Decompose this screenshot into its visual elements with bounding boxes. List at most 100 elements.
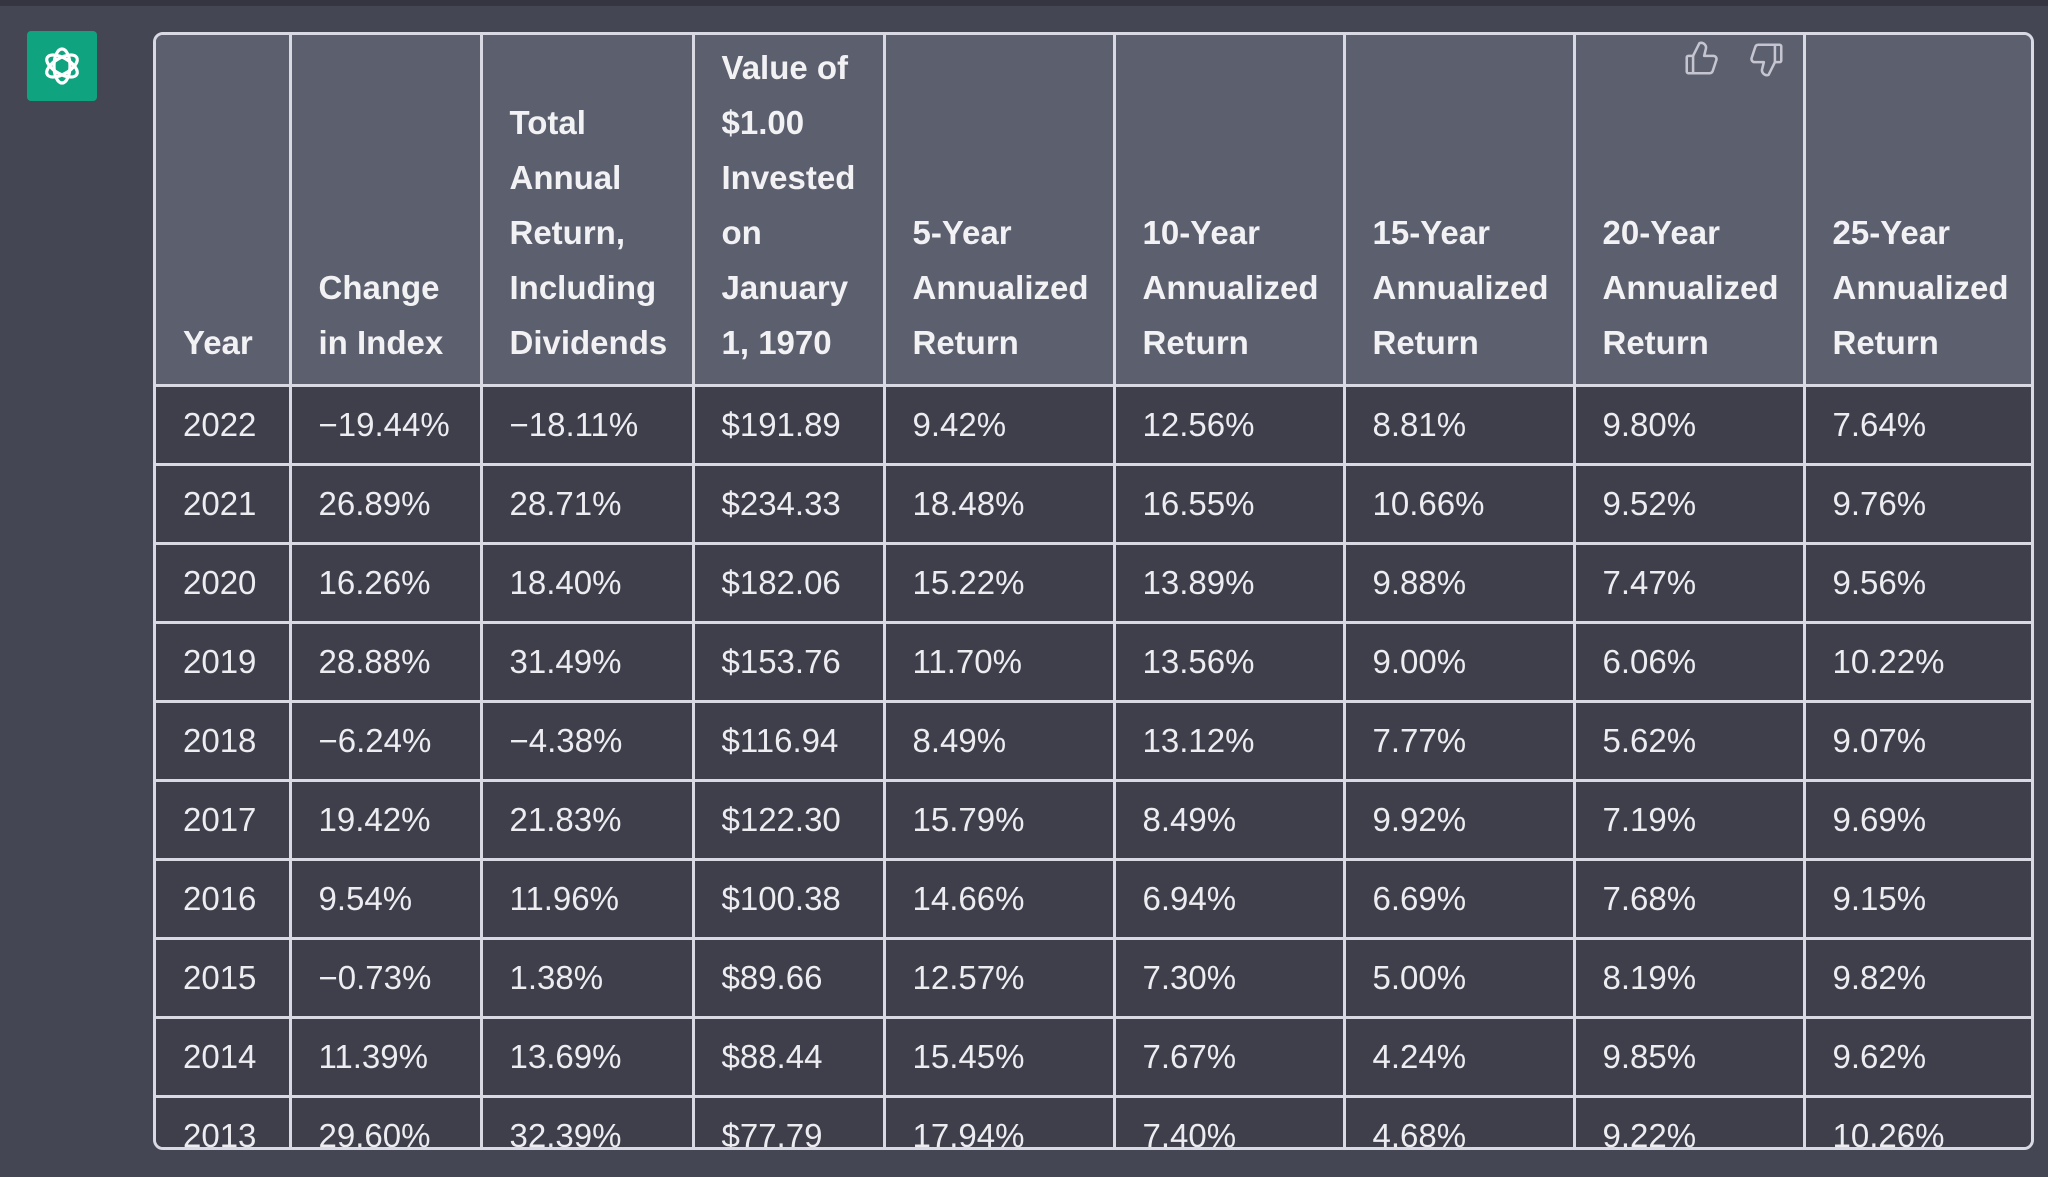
column-header-line: 1, 1970 [721,323,832,361]
table-cell-25-year-return: 9.56% [1802,541,2031,624]
top-divider [0,0,2048,6]
column-header-line: Return, [509,213,626,251]
table-cell-20-year-return: 6.06% [1572,620,1806,703]
table-row: 2022 −19.44% −18.11% $191.89 9.42% 12.56% 8.81… [156,383,2031,466]
table-cell-15-year-return: 9.92% [1342,778,1576,861]
table-cell-25-year-return: 9.76% [1802,462,2031,545]
table-cell-5-year-return: 12.57% [882,936,1116,1019]
table-cell-year: 2015 [156,936,292,1019]
column-header-line: Annualized [1602,268,1779,306]
table-cell-change-in-index: 28.88% [288,620,483,703]
table-cell-25-year-return: 9.07% [1802,699,2031,782]
openai-logo-icon [45,47,79,85]
table-cell-15-year-return: 8.81% [1342,383,1576,466]
column-header-line: Annualized [1832,268,2009,306]
table-cell-10-year-return: 7.67% [1112,1015,1346,1098]
table-cell-10-year-return: 6.94% [1112,857,1346,940]
table-cell-5-year-return: 14.66% [882,857,1116,940]
column-header-line: January [721,268,849,306]
table-cell-10-year-return: 7.40% [1112,1094,1346,1147]
column-header-line: Return [1372,323,1479,361]
table-cell-total-annual-return: 21.83% [479,778,695,861]
table-cell-10-year-return: 12.56% [1112,383,1346,466]
column-header-year: Year [156,35,292,387]
table-cell-year: 2018 [156,699,292,782]
table-cell-20-year-return: 8.19% [1572,936,1806,1019]
table-cell-value-of-dollar: $116.94 [691,699,886,782]
table-cell-total-annual-return: 32.39% [479,1094,695,1147]
table-cell-value-of-dollar: $153.76 [691,620,886,703]
column-header-line: Return [1832,323,1939,361]
table-cell-change-in-index: −19.44% [288,383,483,466]
table-cell-value-of-dollar: $234.33 [691,462,886,545]
table-row: 2021 26.89% 28.71% $234.33 18.48% 16.55% 10.66… [156,462,2031,545]
table-cell-value-of-dollar: $191.89 [691,383,886,466]
table-cell-25-year-return: 9.62% [1802,1015,2031,1098]
returns-table-container: Year Change in Index Total Annual Return, Incl… [153,32,2034,1150]
column-header-15-year-return: 15-Year Annualized Return [1342,35,1576,387]
column-header-line: on [721,213,762,251]
table-cell-10-year-return: 13.89% [1112,541,1346,624]
thumbs-up-button[interactable] [1680,38,1722,80]
table-cell-value-of-dollar: $77.79 [691,1094,886,1147]
column-header-value-of-dollar: Value of $1.00 Invested on January 1, 1970 [691,35,886,387]
thumbs-down-button[interactable] [1746,38,1788,80]
table-cell-change-in-index: 19.42% [288,778,483,861]
table-cell-5-year-return: 18.48% [882,462,1116,545]
column-header-line: 15-Year [1372,213,1490,251]
column-header-line: Return [1142,323,1249,361]
returns-table: Year Change in Index Total Annual Return, Incl… [156,35,2031,1147]
table-cell-5-year-return: 15.79% [882,778,1116,861]
feedback-controls [1680,38,1788,80]
table-cell-20-year-return: 7.47% [1572,541,1806,624]
column-header-line: 20-Year [1602,213,1720,251]
table-cell-year: 2019 [156,620,292,703]
table-cell-change-in-index: 29.60% [288,1094,483,1147]
table-cell-year: 2020 [156,541,292,624]
table-cell-year: 2022 [156,383,292,466]
table-row: 2018 −6.24% −4.38% $116.94 8.49% 13.12% 7.77% 5… [156,699,2031,782]
table-cell-change-in-index: 26.89% [288,462,483,545]
table-cell-20-year-return: 7.68% [1572,857,1806,940]
table-cell-20-year-return: 9.80% [1572,383,1806,466]
table-row: 2015 −0.73% 1.38% $89.66 12.57% 7.30% 5.00% 8.1… [156,936,2031,1019]
table-cell-total-annual-return: 18.40% [479,541,695,624]
table-cell-25-year-return: 9.69% [1802,778,2031,861]
column-header-line: Return [1602,323,1709,361]
column-header-line: $1.00 [721,103,805,141]
column-header-25-year-return: 25-Year Annualized Return [1802,35,2031,387]
column-header-line: 5-Year [912,213,1012,251]
table-cell-year: 2017 [156,778,292,861]
table-cell-change-in-index: 9.54% [288,857,483,940]
table-cell-15-year-return: 10.66% [1342,462,1576,545]
table-cell-15-year-return: 6.69% [1342,857,1576,940]
table-cell-5-year-return: 8.49% [882,699,1116,782]
table-cell-total-annual-return: 31.49% [479,620,695,703]
table-cell-value-of-dollar: $122.30 [691,778,886,861]
column-header-line: Total [509,103,586,141]
table-cell-15-year-return: 5.00% [1342,936,1576,1019]
table-cell-20-year-return: 5.62% [1572,699,1806,782]
header-row: Year Change in Index Total Annual Return, Incl… [156,35,2031,387]
table-cell-year: 2016 [156,857,292,940]
column-header-line: Year [183,323,253,361]
table-cell-25-year-return: 10.26% [1802,1094,2031,1147]
table-cell-15-year-return: 7.77% [1342,699,1576,782]
table-body: 2022 −19.44% −18.11% $191.89 9.42% 12.56% 8.81… [156,383,2031,1147]
table-cell-value-of-dollar: $88.44 [691,1015,886,1098]
table-cell-10-year-return: 13.12% [1112,699,1346,782]
table-cell-5-year-return: 17.94% [882,1094,1116,1147]
table-cell-value-of-dollar: $100.38 [691,857,886,940]
table-cell-total-annual-return: −4.38% [479,699,695,782]
table-cell-year: 2021 [156,462,292,545]
table-cell-5-year-return: 15.22% [882,541,1116,624]
column-header-10-year-return: 10-Year Annualized Return [1112,35,1346,387]
table-cell-change-in-index: −0.73% [288,936,483,1019]
table-row: 2019 28.88% 31.49% $153.76 11.70% 13.56% 9.00%… [156,620,2031,703]
table-cell-20-year-return: 9.52% [1572,462,1806,545]
table-cell-20-year-return: 9.85% [1572,1015,1806,1098]
table-cell-change-in-index: 16.26% [288,541,483,624]
table-cell-15-year-return: 4.68% [1342,1094,1576,1147]
column-header-line: Invested [721,158,856,196]
column-header-line: in Index [318,323,444,361]
